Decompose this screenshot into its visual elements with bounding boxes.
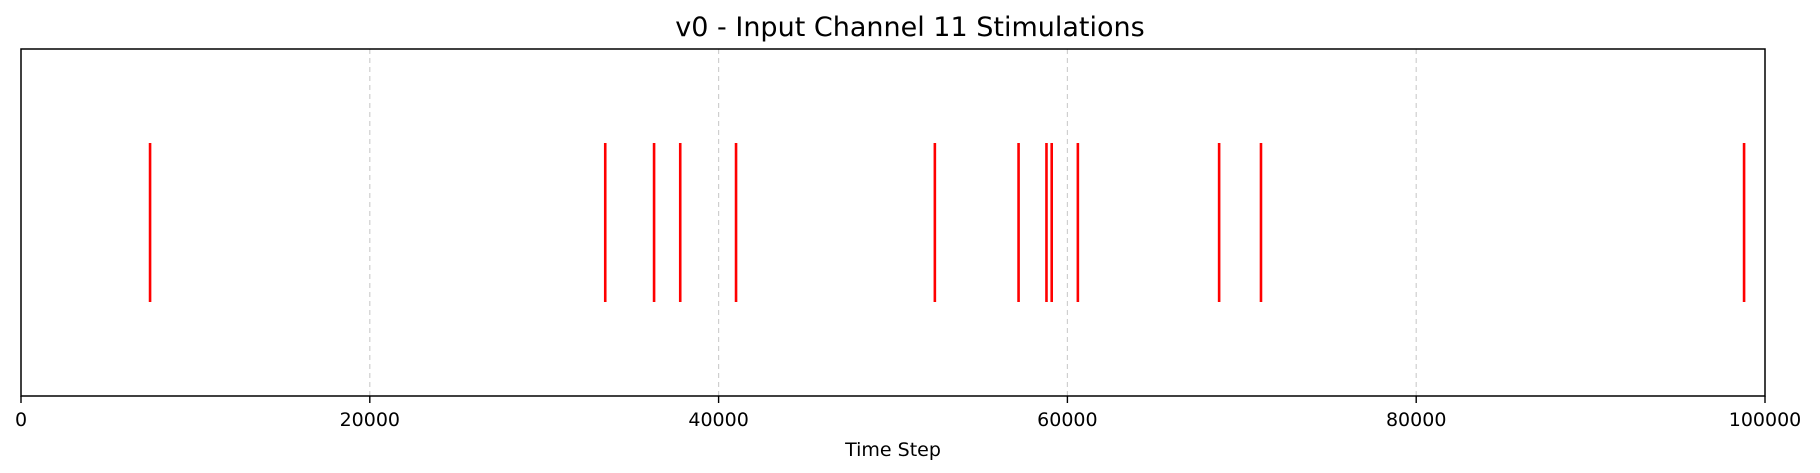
x-axis-ticks: 0 20000 40000 60000 80000 100000 xyxy=(15,396,1801,431)
x-tick-label: 60000 xyxy=(1037,409,1097,431)
x-tick-label: 80000 xyxy=(1386,409,1446,431)
x-tick-label: 100000 xyxy=(1729,409,1802,431)
plot-area-frame xyxy=(20,48,1766,397)
event-lines xyxy=(148,143,1746,302)
chart-title: v0 - Input Channel 11 Stimulations xyxy=(675,12,1144,43)
x-axis-label: Time Step xyxy=(844,439,941,461)
x-tick-label: 40000 xyxy=(688,409,748,431)
x-tick-label: 20000 xyxy=(340,409,400,431)
x-tick-label: 0 xyxy=(15,409,27,431)
grid-lines xyxy=(369,49,1417,396)
